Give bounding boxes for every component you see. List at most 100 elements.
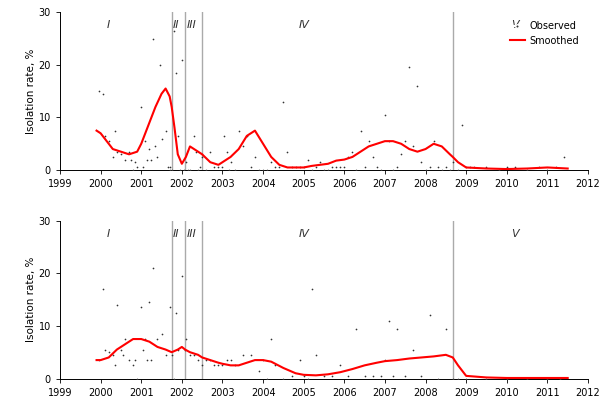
Text: I: I (107, 20, 110, 30)
Legend: Observed, Smoothed: Observed, Smoothed (506, 17, 583, 50)
Point (177, 273, 187, 279)
Point (376, 373, 386, 379)
Point (242, 133, 251, 139)
Point (173, 133, 182, 139)
Point (392, 325, 402, 332)
Point (185, 352, 195, 358)
Point (522, 167, 532, 173)
Y-axis label: Isolation rate, %: Isolation rate, % (26, 48, 36, 134)
Point (151, 143, 160, 150)
Point (185, 167, 195, 173)
Point (155, 61, 164, 68)
Point (352, 325, 361, 332)
Point (380, 112, 390, 118)
Point (94, 88, 103, 94)
Point (303, 375, 313, 382)
Point (165, 164, 175, 171)
Point (230, 362, 239, 369)
Point (258, 357, 268, 363)
Point (234, 127, 244, 134)
Point (124, 149, 134, 155)
Point (384, 317, 394, 324)
Point (128, 167, 138, 173)
Point (214, 362, 223, 369)
Point (448, 159, 458, 166)
Point (441, 325, 451, 332)
Point (124, 357, 134, 363)
Point (179, 167, 188, 173)
Text: IV: IV (298, 20, 309, 30)
Point (466, 164, 475, 171)
Point (183, 167, 193, 173)
Point (461, 375, 471, 382)
Point (140, 138, 150, 144)
Point (180, 346, 190, 353)
Text: V: V (511, 228, 519, 239)
Point (510, 164, 520, 171)
Point (104, 349, 113, 355)
Point (271, 164, 280, 171)
Point (177, 56, 187, 63)
Point (136, 104, 146, 110)
Text: II: II (173, 228, 179, 239)
Point (364, 138, 373, 144)
Point (404, 64, 414, 71)
Point (400, 138, 410, 144)
Point (120, 156, 130, 163)
Point (323, 167, 333, 173)
Point (319, 167, 329, 173)
Point (368, 154, 377, 160)
Point (133, 164, 142, 171)
Point (482, 375, 491, 382)
Point (140, 336, 150, 342)
Point (224, 167, 233, 173)
Point (254, 167, 264, 173)
Point (416, 373, 426, 379)
Point (181, 336, 191, 342)
Point (165, 304, 175, 311)
Point (328, 373, 337, 379)
Point (100, 346, 109, 353)
Point (340, 164, 349, 171)
Point (388, 373, 398, 379)
Point (116, 346, 126, 353)
Point (171, 70, 181, 76)
Point (392, 164, 402, 171)
Point (250, 154, 260, 160)
Point (110, 362, 119, 369)
Point (128, 362, 138, 369)
Point (100, 133, 109, 139)
Point (535, 164, 544, 171)
Point (110, 127, 119, 134)
Point (189, 352, 199, 358)
Point (262, 375, 272, 382)
Point (445, 167, 455, 173)
Point (360, 373, 370, 379)
Point (254, 368, 264, 374)
Point (226, 159, 235, 166)
Point (116, 151, 126, 158)
Point (133, 375, 142, 382)
Point (157, 330, 166, 337)
Point (287, 164, 296, 171)
Point (441, 164, 451, 171)
Point (202, 357, 211, 363)
Point (108, 154, 118, 160)
Point (218, 164, 227, 171)
Point (146, 357, 156, 363)
Point (380, 357, 390, 363)
Point (409, 346, 418, 353)
Point (143, 357, 152, 363)
Text: III: III (187, 228, 197, 239)
Point (167, 352, 176, 358)
Point (118, 352, 128, 358)
Point (220, 133, 229, 139)
Point (197, 154, 207, 160)
Point (169, 27, 179, 34)
Point (175, 167, 185, 173)
Point (222, 357, 232, 363)
Point (163, 164, 172, 171)
Point (328, 164, 337, 171)
Point (145, 146, 154, 152)
Point (98, 90, 107, 97)
